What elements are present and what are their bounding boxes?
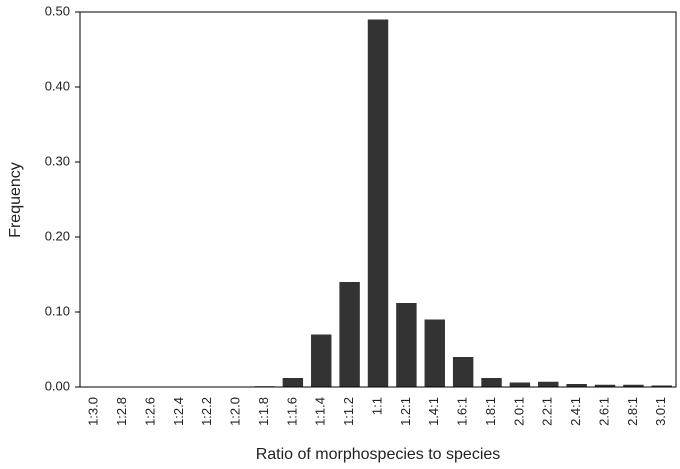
y-tick-label: 0.30 xyxy=(45,153,70,168)
x-tick-label: 1.8:1 xyxy=(483,397,498,426)
x-tick-label: 1:2.4 xyxy=(171,397,186,426)
bar xyxy=(594,384,616,387)
x-tick-label: 1.2:1 xyxy=(398,397,413,426)
bar xyxy=(481,378,502,387)
y-tick-label: 0.20 xyxy=(45,228,70,243)
x-tick-label: 1:1.2 xyxy=(341,397,356,426)
bar xyxy=(566,384,587,387)
bar xyxy=(538,381,559,387)
x-tick-label: 1:1.4 xyxy=(313,397,328,426)
bar xyxy=(339,282,360,387)
bar xyxy=(509,382,531,387)
x-tick-label: 2.0:1 xyxy=(511,397,526,426)
bar xyxy=(452,357,474,387)
bar xyxy=(424,319,445,387)
bar xyxy=(623,384,644,387)
y-tick-label: 0.40 xyxy=(45,78,70,93)
x-tick-label: 3.0:1 xyxy=(653,397,668,426)
plot-frame xyxy=(79,11,677,388)
x-tick-label: 1:3.0 xyxy=(86,397,101,426)
x-axis-label: Ratio of morphospecies to species xyxy=(256,446,501,463)
bar xyxy=(311,334,332,387)
x-tick-label: 1:1.6 xyxy=(284,397,299,426)
x-tick-label: 2.2:1 xyxy=(540,397,555,426)
y-tick-label: 0.00 xyxy=(45,378,70,393)
bar xyxy=(396,303,417,387)
x-tick-label: 1.4:1 xyxy=(426,397,441,426)
x-tick-label: 1:2.0 xyxy=(228,397,243,426)
x-tick-label: 2.4:1 xyxy=(568,397,583,426)
y-tick-label: 0.50 xyxy=(45,3,70,18)
x-tick-label: 1:2.6 xyxy=(142,397,157,426)
x-tick-label: 1.6:1 xyxy=(455,397,470,426)
x-tick-label: 2.6:1 xyxy=(596,397,611,426)
x-tick-label: 1:2.8 xyxy=(114,397,129,426)
x-tick-label: 2.8:1 xyxy=(625,397,640,426)
bar xyxy=(282,378,304,387)
bar xyxy=(651,385,673,387)
x-tick-label: 1:2.2 xyxy=(199,397,214,426)
y-axis-label: Frequency xyxy=(7,162,24,238)
x-tick-label: 1:1.8 xyxy=(256,397,271,426)
y-tick-label: 0.10 xyxy=(45,303,70,318)
bar xyxy=(367,19,389,387)
x-tick-label: 1:1 xyxy=(369,397,384,415)
